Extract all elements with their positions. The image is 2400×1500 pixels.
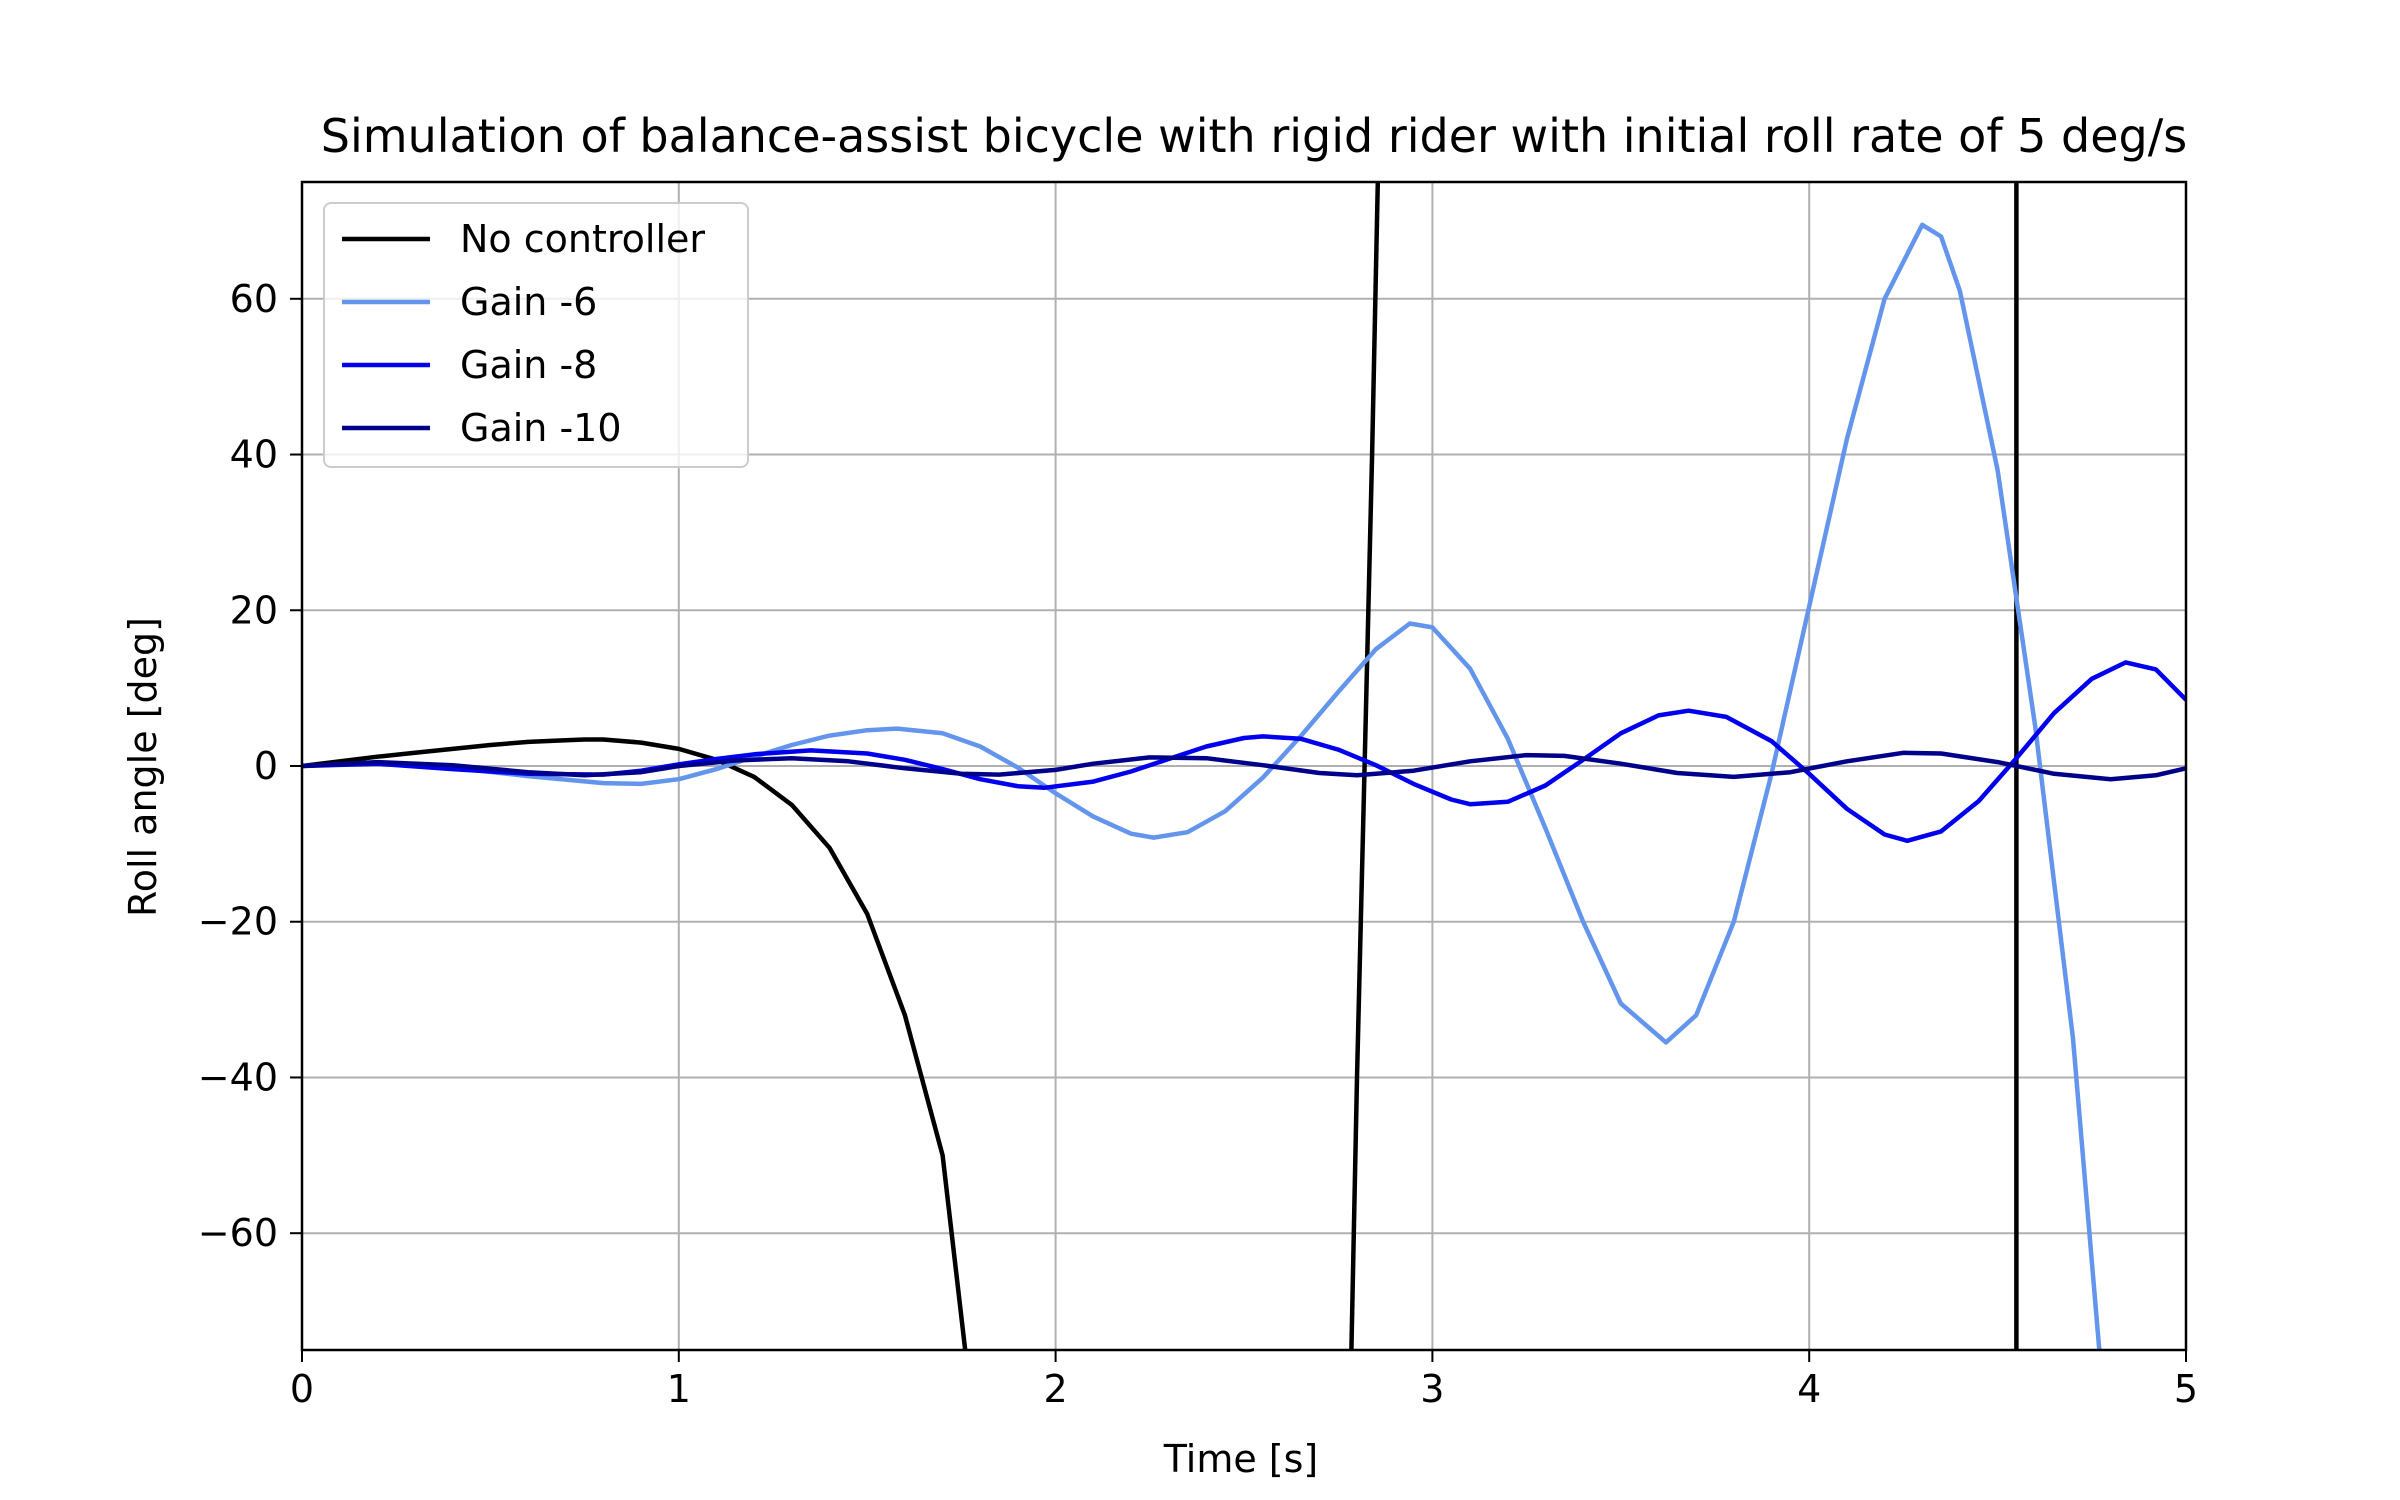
legend-box bbox=[323, 202, 749, 468]
legend-label: No controller bbox=[460, 217, 705, 261]
legend-label: Gain -6 bbox=[460, 280, 597, 324]
y-tick-label: −40 bbox=[198, 1055, 278, 1099]
y-tick-label: 40 bbox=[230, 433, 278, 477]
x-tick-label: 3 bbox=[1420, 1367, 1444, 1411]
x-axis-label: Time [s] bbox=[1163, 1437, 1319, 1481]
axis-ticks: 0 1 2 3 4 5 −60 −40 −20 0 20 40 60 bbox=[198, 277, 2198, 1411]
x-tick-label: 5 bbox=[2174, 1367, 2198, 1411]
series-line-3 bbox=[302, 660, 2186, 844]
x-tick-label: 4 bbox=[1797, 1367, 1821, 1411]
series-line-4 bbox=[302, 750, 2186, 782]
y-tick-label: −20 bbox=[198, 900, 278, 944]
chart-title: Simulation of balance-assist bicycle wit… bbox=[321, 109, 2187, 163]
x-tick-label: 0 bbox=[290, 1367, 314, 1411]
x-tick-label: 2 bbox=[1044, 1367, 1068, 1411]
legend-label: Gain -8 bbox=[460, 343, 597, 387]
x-tick-label: 1 bbox=[667, 1367, 691, 1411]
y-tick-label: 20 bbox=[230, 588, 278, 632]
y-axis-label: Roll angle [deg] bbox=[121, 617, 165, 917]
y-tick-label: 60 bbox=[230, 277, 278, 321]
legend-label: Gain -10 bbox=[460, 406, 622, 450]
grid bbox=[301, 182, 2187, 1350]
y-tick-label: 0 bbox=[254, 744, 278, 788]
plot-lines bbox=[302, 182, 2186, 1350]
y-tick-label: −60 bbox=[198, 1211, 278, 1255]
legend: No controller Gain -6 Gain -8 Gain -10 bbox=[323, 202, 749, 468]
